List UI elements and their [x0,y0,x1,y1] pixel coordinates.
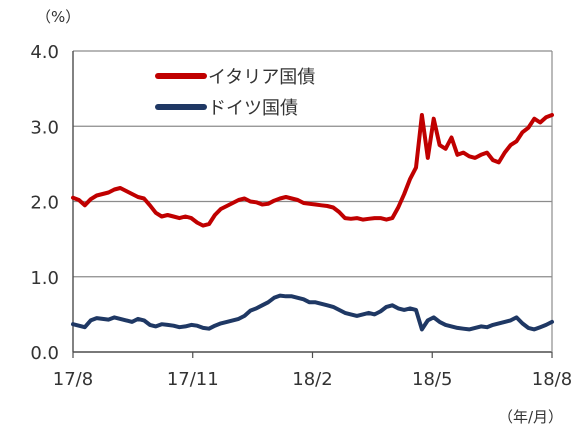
y-tick-label: 2.0 [30,193,59,214]
x-tick-label: 17/8 [53,369,93,390]
legend-label: ドイツ国債 [208,98,298,119]
y-tick-label: 4.0 [30,42,59,63]
y-tick-label: 1.0 [30,268,59,289]
series-line-1 [71,293,554,332]
axes [72,51,553,358]
tick-labels: 0.0 1.0 2.0 3.0 4.0 17/8 17/11 18/2 18/5 18/8 [30,42,572,390]
y-tick-label: 0.0 [30,343,59,364]
legend-label: イタリア国債 [208,67,315,88]
x-tick-label: 18/5 [412,369,452,390]
y-unit-label: （%） [36,8,80,26]
series-line-0 [71,113,554,228]
y-tick-label: 3.0 [30,117,59,138]
x-tick-label: 18/8 [532,369,572,390]
x-unit-label: （年/月） [498,408,563,426]
x-tick-label: 17/11 [167,369,219,390]
x-tick-label: 18/2 [292,369,332,390]
gridlines [73,50,552,278]
series-lines [71,113,554,332]
